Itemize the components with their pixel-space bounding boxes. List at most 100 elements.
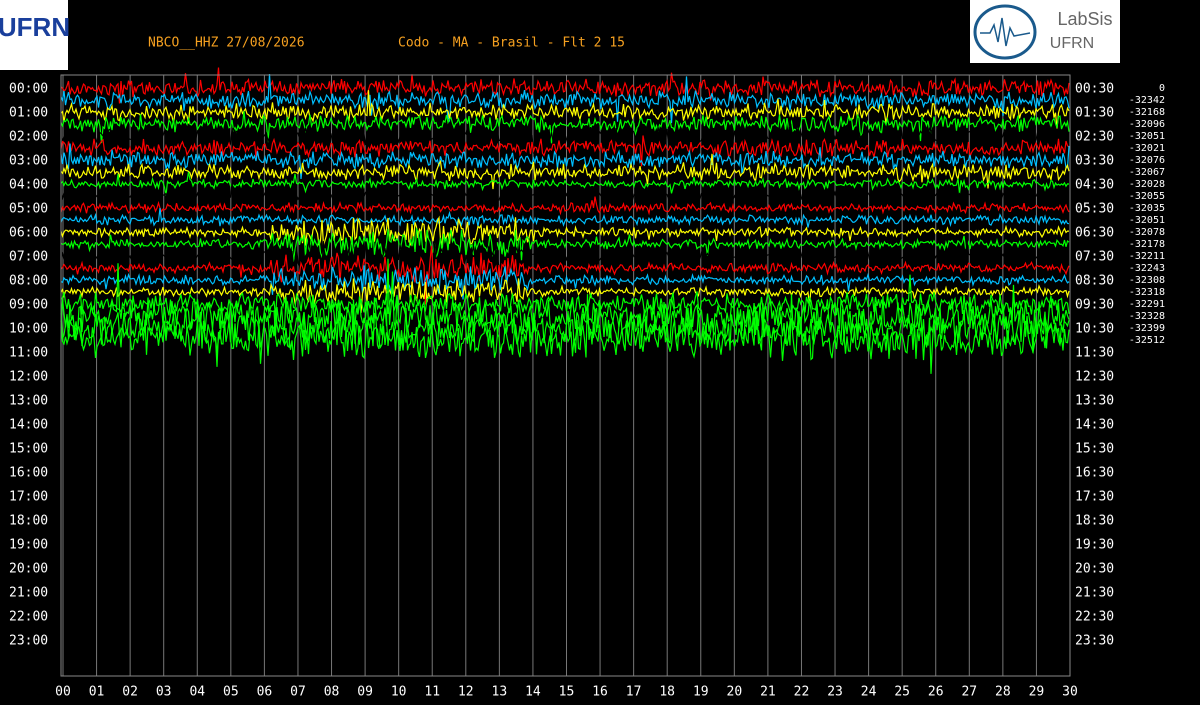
logo-right-title: LabSis [1057,9,1112,29]
hour-label-right: 18:30 [1075,514,1114,529]
x-label: 28 [995,685,1011,700]
hour-label-left: 18:00 [9,514,48,529]
hour-label-right: 01:30 [1075,106,1114,121]
hour-label-right: 02:30 [1075,130,1114,145]
logo-left-box [0,0,68,70]
x-label: 10 [391,685,407,700]
x-label: 00 [55,685,71,700]
trace [60,153,1070,190]
hour-label-left: 09:00 [9,298,48,313]
trace [60,227,1070,262]
hour-label-left: 19:00 [9,538,48,553]
hour-label-right: 11:30 [1075,346,1114,361]
x-label: 11 [424,685,440,700]
offset-label: 0 [1159,83,1165,94]
hour-label-right: 15:30 [1075,442,1114,457]
location-label: Codo - MA - Brasil - Flt 2 15 [398,36,625,51]
hour-label-right: 21:30 [1075,586,1114,601]
trace [60,241,1070,272]
hour-label-right: 13:30 [1075,394,1114,409]
hour-label-left: 08:00 [9,274,48,289]
offset-label: -32178 [1129,239,1165,250]
traces [60,67,1070,374]
x-label: 06 [257,685,273,700]
trace [60,90,1070,129]
hour-label-right: 19:30 [1075,538,1114,553]
hour-label-right: 05:30 [1075,202,1114,217]
hour-label-left: 11:00 [9,346,48,361]
offset-label: -32308 [1129,275,1165,286]
x-label: 24 [861,685,877,700]
trace [60,143,1070,179]
offset-label: -32399 [1129,323,1165,334]
hour-label-right: 00:30 [1075,82,1114,97]
hour-label-right: 09:30 [1075,298,1114,313]
hour-label-right: 14:30 [1075,418,1114,433]
trace [60,183,1070,211]
offset-label: -32028 [1129,179,1165,190]
offset-label: -32243 [1129,263,1165,274]
offset-label: -32211 [1129,251,1165,262]
trace [60,207,1070,231]
offset-label: -32512 [1129,335,1165,346]
trace [60,265,1070,300]
logo-right-subtitle: UFRN [1050,35,1094,52]
x-label: 05 [223,685,239,700]
x-label: 26 [928,685,944,700]
x-label: 14 [525,685,541,700]
hour-label-left: 03:00 [9,154,48,169]
trace [60,196,1070,216]
offset-label: -32318 [1129,287,1165,298]
hour-label-right: 06:30 [1075,226,1114,241]
x-label: 25 [894,685,910,700]
hour-label-left: 20:00 [9,562,48,577]
offset-label: -32342 [1129,95,1165,106]
x-label: 09 [357,685,373,700]
hour-label-right: 04:30 [1075,178,1114,193]
hour-label-right: 16:30 [1075,466,1114,481]
hour-label-left: 07:00 [9,250,48,265]
trace [60,245,1070,305]
x-label: 15 [559,685,575,700]
offset-label: -32328 [1129,311,1165,322]
hour-label-right: 12:30 [1075,370,1114,385]
trace [60,135,1070,167]
hour-label-left: 15:00 [9,442,48,457]
logo-left: UFRN [0,12,70,42]
hour-label-left: 17:00 [9,490,48,505]
offset-label: -32035 [1129,203,1165,214]
logo-right-wave [980,17,1031,47]
offset-label: -32067 [1129,167,1165,178]
hour-label-right: 20:30 [1075,562,1114,577]
hour-label-left: 23:00 [9,634,48,649]
x-label: 19 [693,685,709,700]
x-label: 17 [626,685,642,700]
x-label: 21 [760,685,776,700]
trace [60,111,1070,144]
x-label: 20 [727,685,743,700]
x-label: 03 [156,685,172,700]
hour-label-right: 07:30 [1075,250,1114,265]
hour-label-left: 05:00 [9,202,48,217]
x-label: 29 [1029,685,1045,700]
hour-label-left: 01:00 [9,106,48,121]
offset-label: -32078 [1129,227,1165,238]
hour-label-left: 04:00 [9,178,48,193]
hour-label-left: 06:00 [9,226,48,241]
offset-label: -32291 [1129,299,1165,310]
hour-label-left: 13:00 [9,394,48,409]
hour-label-right: 17:30 [1075,490,1114,505]
trace [60,274,1070,321]
x-label: 23 [827,685,843,700]
logo-right-ring [973,4,1037,60]
hour-label-right: 08:30 [1075,274,1114,289]
offset-label: -32051 [1129,131,1165,142]
x-label: 13 [492,685,508,700]
hour-label-left: 21:00 [9,586,48,601]
hour-label-left: 02:00 [9,130,48,145]
hour-label-right: 03:30 [1075,154,1114,169]
x-label: 22 [794,685,810,700]
x-label: 08 [324,685,340,700]
x-label: 27 [961,685,977,700]
